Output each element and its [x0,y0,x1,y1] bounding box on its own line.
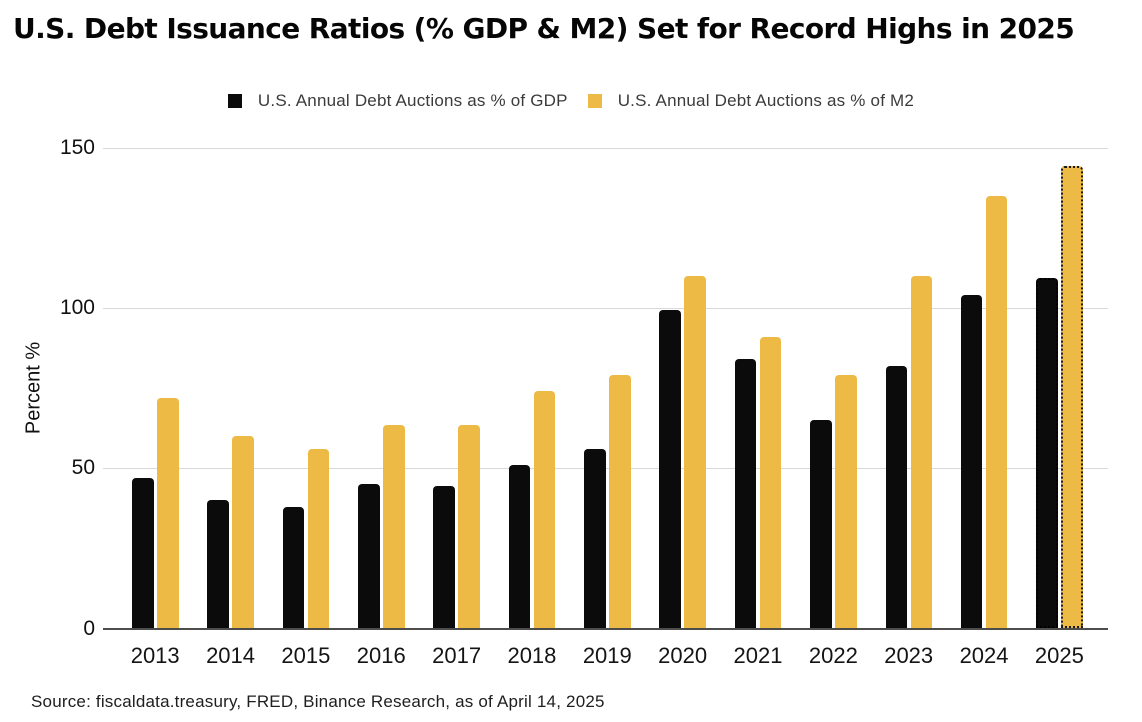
x-label-2016: 2016 [356,643,406,668]
y-axis-title: Percent % [22,341,45,435]
x-label-2020: 2020 [658,643,708,668]
bar-gdp-2024 [960,295,983,629]
bar-gdp-2017 [433,485,455,629]
legend-item-m2: U.S. Annual Debt Auctions as % of M2 [587,91,915,111]
chart-title: U.S. Debt Issuance Ratios (% GDP & M2) S… [13,12,1075,45]
bar-m2-2013 [157,397,179,629]
bar-m2-2022 [835,375,857,629]
x-label-2023: 2023 [884,643,934,668]
bar-m2-2023 [910,276,933,629]
x-axis-line [103,628,1108,630]
x-label-2021: 2021 [733,643,783,668]
bar-gdp-2019 [584,449,606,629]
bar-gdp-2018 [508,465,531,629]
bar-m2-2025 [1061,165,1083,629]
x-label-2019: 2019 [582,643,632,668]
x-label-2022: 2022 [808,643,858,668]
gridline-150 [103,148,1108,149]
legend: U.S. Annual Debt Auctions as % of GDP U.… [0,91,1142,111]
legend-label-gdp: U.S. Annual Debt Auctions as % of GDP [257,91,568,110]
bar-m2-2021 [759,336,782,629]
bar-gdp-2015 [282,506,305,629]
legend-swatch-gdp [227,94,242,108]
x-label-2015: 2015 [281,643,331,668]
x-label-2018: 2018 [507,643,557,668]
x-label-2017: 2017 [432,643,482,668]
x-label-2025: 2025 [1034,643,1084,668]
bar-m2-2018 [533,391,556,629]
bar-gdp-2022 [810,420,832,629]
y-tick-150: 150 [59,136,95,159]
x-label-2014: 2014 [206,643,256,668]
bar-gdp-2021 [734,359,757,629]
bar-m2-2015 [307,449,330,629]
bar-m2-2014 [232,436,254,629]
bar-m2-2016 [383,425,405,629]
bar-gdp-2014 [207,500,229,629]
bar-gdp-2023 [885,365,908,629]
y-tick-100: 100 [59,296,95,320]
bar-m2-2020 [684,276,707,629]
x-label-2013: 2013 [130,643,180,668]
bar-gdp-2016 [358,484,380,629]
x-label-2024: 2024 [959,643,1009,668]
y-tick-50: 50 [71,456,95,480]
bar-gdp-2020 [659,309,682,629]
bar-m2-2019 [609,375,631,629]
y-tick-0: 0 [83,616,95,640]
bar-gdp-2025 [1036,277,1058,629]
source-note: Source: fiscaldata.treasury, FRED, Binan… [31,692,605,711]
bar-m2-2017 [458,425,480,629]
bar-gdp-2013 [132,477,154,629]
legend-item-gdp: U.S. Annual Debt Auctions as % of GDP [227,91,568,111]
legend-swatch-m2 [587,94,602,108]
gridline-100 [103,308,1108,310]
legend-label-m2: U.S. Annual Debt Auctions as % of M2 [617,91,915,110]
bar-m2-2024 [985,196,1008,629]
